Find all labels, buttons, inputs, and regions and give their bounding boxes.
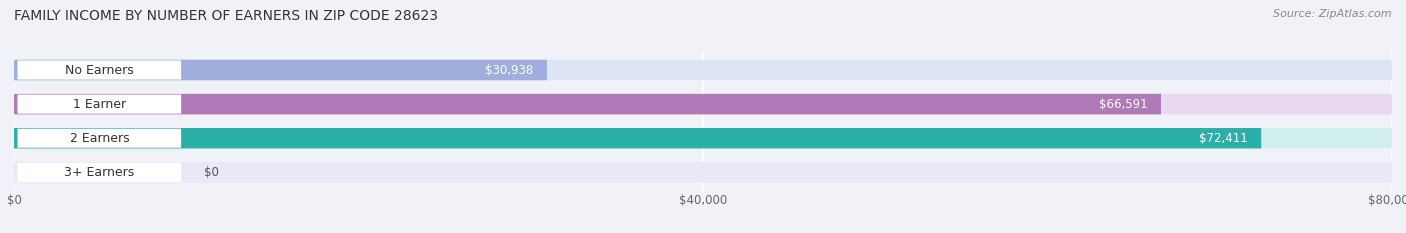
FancyBboxPatch shape — [14, 94, 1161, 114]
FancyBboxPatch shape — [14, 94, 1392, 114]
FancyBboxPatch shape — [17, 61, 181, 79]
FancyBboxPatch shape — [17, 163, 181, 182]
Text: 2 Earners: 2 Earners — [69, 132, 129, 145]
Text: 3+ Earners: 3+ Earners — [65, 166, 135, 179]
Text: $72,411: $72,411 — [1199, 132, 1247, 145]
FancyBboxPatch shape — [14, 60, 1392, 80]
FancyBboxPatch shape — [14, 128, 1392, 148]
Text: 1 Earner: 1 Earner — [73, 98, 127, 111]
FancyBboxPatch shape — [14, 60, 547, 80]
Text: $66,591: $66,591 — [1098, 98, 1147, 111]
Text: $0: $0 — [204, 166, 218, 179]
FancyBboxPatch shape — [17, 129, 181, 148]
Text: Source: ZipAtlas.com: Source: ZipAtlas.com — [1274, 9, 1392, 19]
Text: FAMILY INCOME BY NUMBER OF EARNERS IN ZIP CODE 28623: FAMILY INCOME BY NUMBER OF EARNERS IN ZI… — [14, 9, 439, 23]
FancyBboxPatch shape — [14, 128, 1261, 148]
FancyBboxPatch shape — [14, 162, 1392, 182]
Text: $30,938: $30,938 — [485, 64, 533, 76]
FancyBboxPatch shape — [17, 95, 181, 114]
Text: No Earners: No Earners — [65, 64, 134, 76]
